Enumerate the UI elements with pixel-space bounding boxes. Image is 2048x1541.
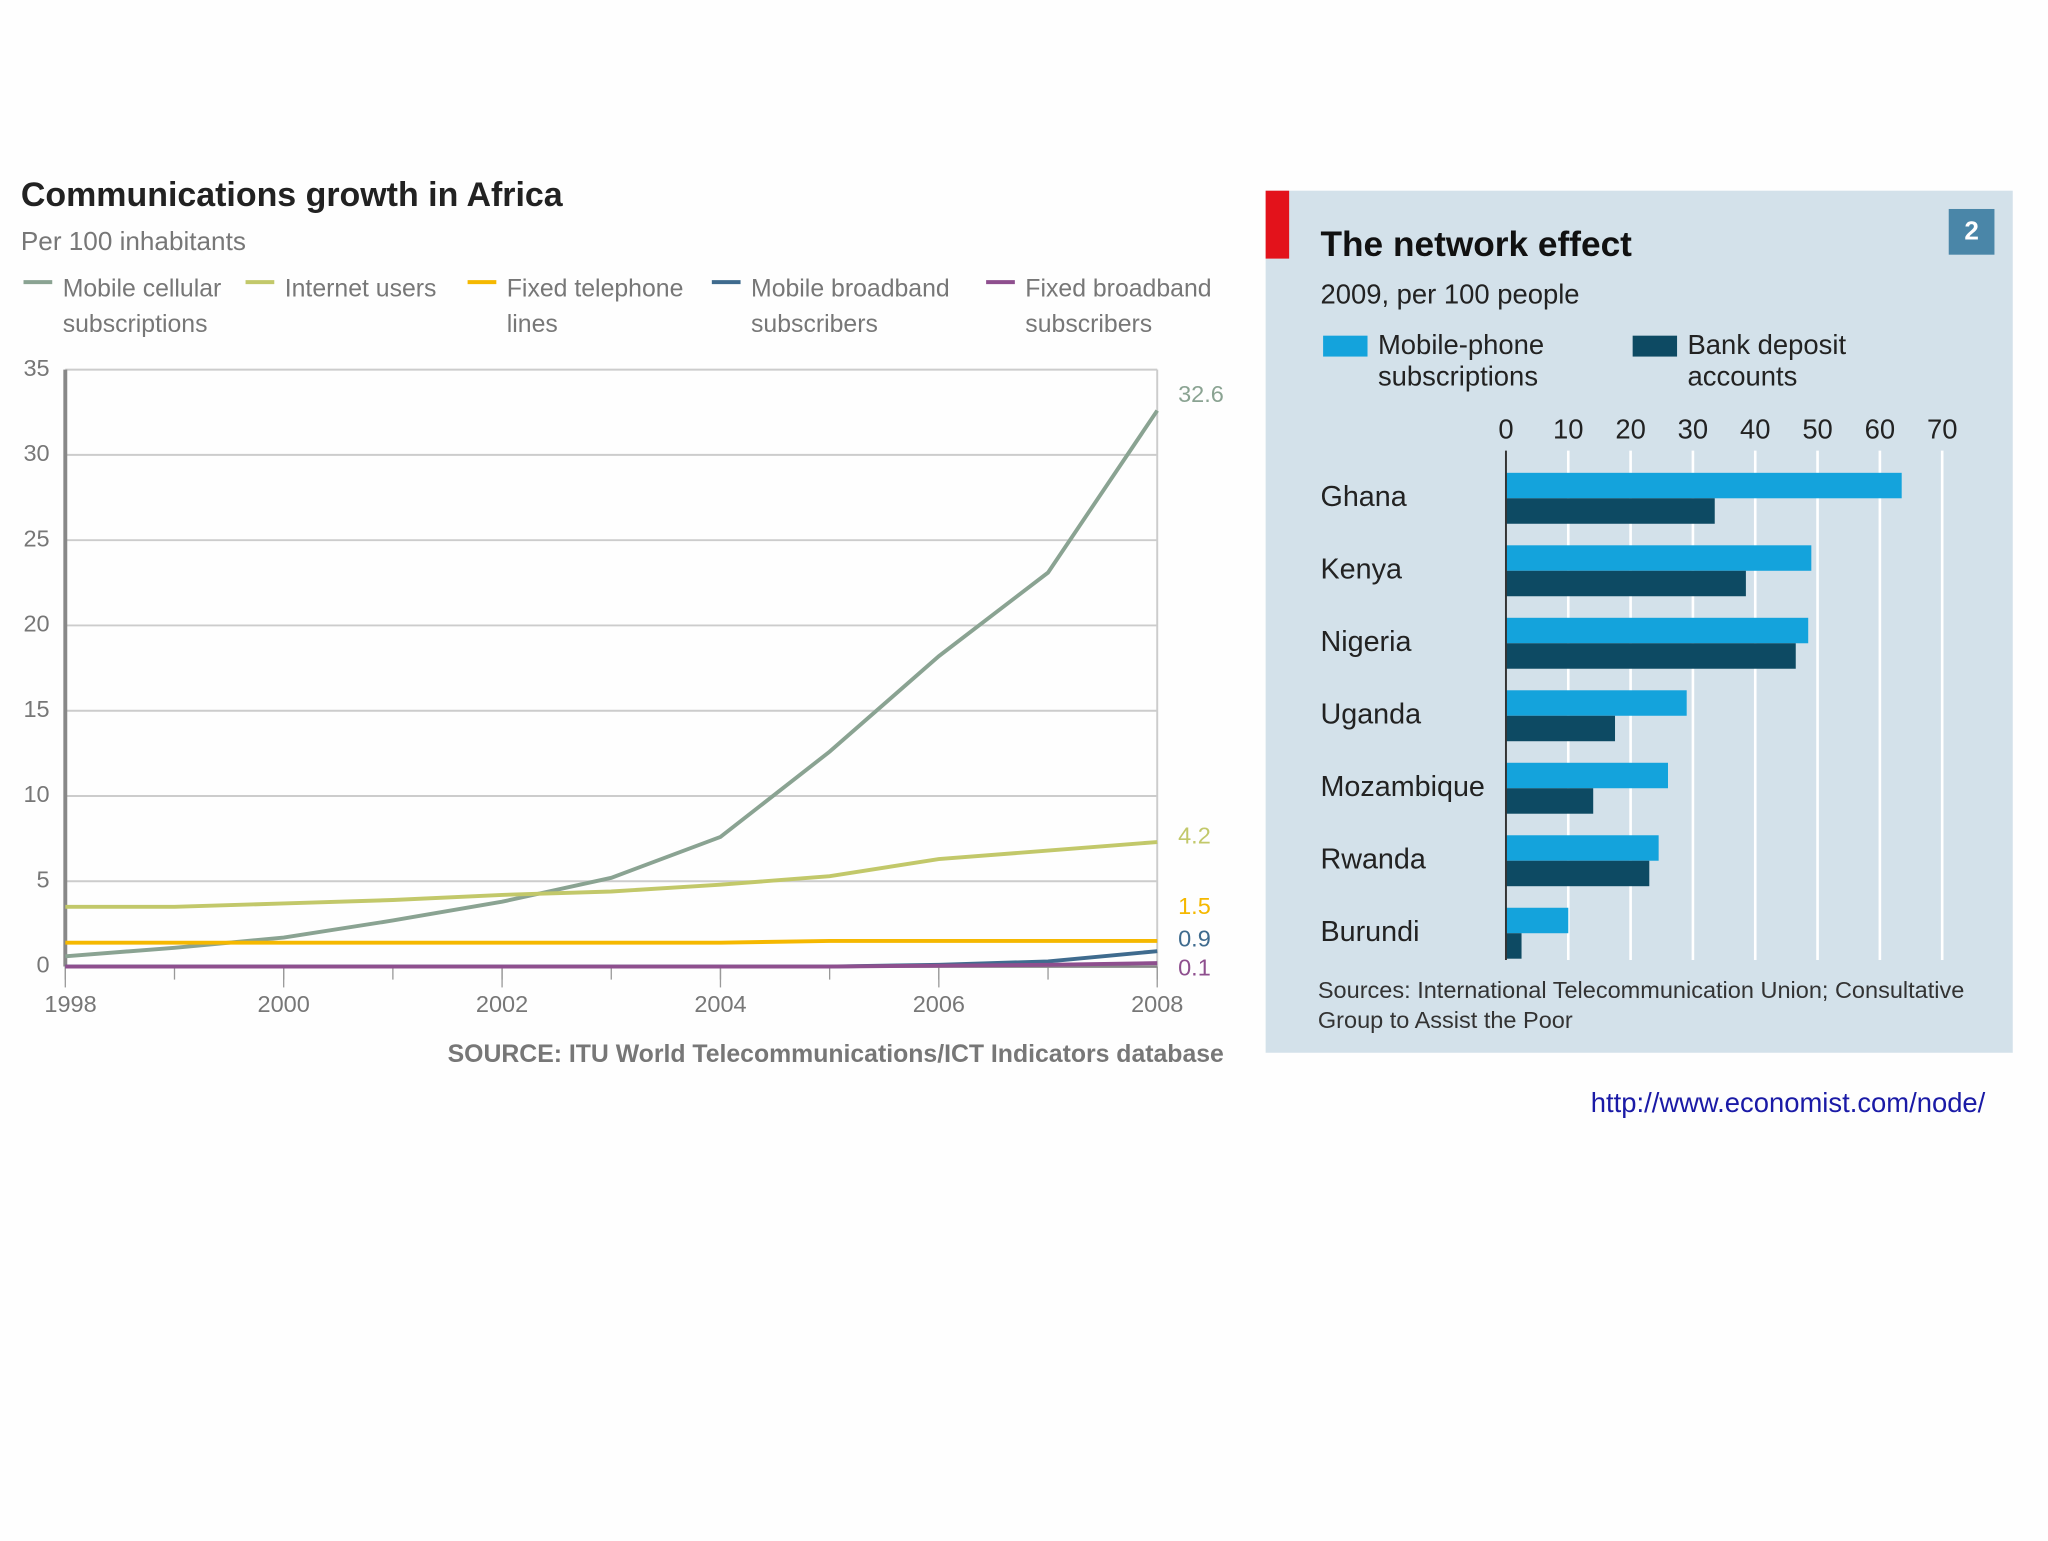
x-tick-label: 2006 <box>913 991 965 1017</box>
x-tick-label: 10 <box>1553 413 1583 444</box>
category-label: Mozambique <box>1320 771 1484 803</box>
end-label: 0.1 <box>1178 954 1211 980</box>
legend-label-box: Fixed broadband subscribers <box>1025 275 1212 339</box>
badge <box>1948 208 1995 255</box>
bar <box>1505 907 1569 934</box>
category-label: Ghana <box>1320 481 1406 513</box>
legend-label: Mobile broadband subscribers <box>751 275 950 339</box>
source: SOURCE: ITU World Telecommunications/ICT… <box>448 1041 1224 1068</box>
legend-label: Mobile-phone subscriptions <box>1377 330 1545 392</box>
series-line <box>65 409 1159 959</box>
bar <box>1505 762 1668 789</box>
legend-label: Bank deposit accounts <box>1687 330 1847 392</box>
x-tick-label: 60 <box>1865 413 1895 444</box>
y-tick-label: 0 <box>37 952 50 978</box>
bar <box>1505 788 1594 814</box>
chart-subtitle: 2009, per 100 people <box>1320 279 1579 310</box>
x-tick-label: 2004 <box>694 991 746 1017</box>
legend-swatch <box>1632 335 1678 357</box>
series-line <box>65 840 1158 909</box>
y-tick-label: 35 <box>23 355 49 381</box>
bar <box>1505 860 1650 887</box>
bar <box>1505 545 1812 571</box>
y-tick-label: 5 <box>37 866 50 892</box>
y-tick-label: 20 <box>23 611 49 637</box>
category-label: Burundi <box>1320 916 1419 948</box>
chart-title: Communications growth in Africa <box>21 176 564 214</box>
x-tick-label: 70 <box>1927 413 1957 444</box>
bar <box>1505 933 1522 959</box>
category-label: Kenya <box>1320 553 1401 585</box>
legend-label-box: Fixed telephone lines <box>506 275 684 339</box>
x-tick-label: 2008 <box>1131 991 1183 1017</box>
legend-label: Fixed broadband subscribers <box>1025 275 1212 339</box>
x-tick-label: 30 <box>1678 413 1708 444</box>
legend-swatch <box>1323 335 1368 357</box>
category-label: Uganda <box>1320 698 1421 730</box>
category-label: Nigeria <box>1320 626 1411 658</box>
y-tick-label: 15 <box>23 696 49 722</box>
link[interactable]: http://www.economist.com/node/ <box>1591 1087 1986 1118</box>
y-tick-label: 10 <box>23 781 49 807</box>
end-label: 4.2 <box>1178 822 1211 848</box>
x-tick-label: 40 <box>1740 413 1770 444</box>
end-label: 32.6 <box>1178 381 1224 407</box>
chart-subtitle: Per 100 inhabitants <box>21 226 246 256</box>
legend-label: Internet users <box>284 275 437 304</box>
chart-title: The network effect <box>1320 225 1632 264</box>
x-tick-label: 20 <box>1615 413 1645 444</box>
source-box: Sources: International Telecommunication… <box>1317 976 1965 1034</box>
bar <box>1505 715 1616 742</box>
source: Sources: International Telecommunication… <box>1317 976 1965 1034</box>
legend-label-box: Internet users <box>284 275 437 304</box>
legend-label-box: Bank deposit accounts <box>1687 330 1847 392</box>
bar <box>1505 570 1746 597</box>
end-label: 1.5 <box>1178 893 1211 919</box>
legend-label: Fixed telephone lines <box>506 275 684 339</box>
bar <box>1505 498 1715 524</box>
x-tick-label: 2000 <box>258 991 310 1017</box>
legend-label: Mobile cellular subscriptions <box>62 275 222 339</box>
bar <box>1505 643 1796 669</box>
legend-label-box: Mobile-phone subscriptions <box>1377 330 1545 392</box>
x-tick-label: 1998 <box>44 991 96 1017</box>
legend-label-box: Mobile broadband subscribers <box>751 275 950 339</box>
bar <box>1505 835 1659 861</box>
badge-text: 2 <box>1964 215 1979 245</box>
x-tick-label: 0 <box>1498 413 1513 444</box>
y-tick-label: 25 <box>23 525 49 551</box>
bar <box>1505 690 1687 716</box>
category-label: Rwanda <box>1320 843 1425 875</box>
red-tag <box>1265 190 1290 259</box>
series-line <box>65 938 1158 945</box>
x-tick-label: 50 <box>1802 413 1832 444</box>
bar <box>1505 617 1809 644</box>
series-line <box>65 961 1158 969</box>
legend-label-box: Mobile cellular subscriptions <box>62 275 222 339</box>
bar <box>1505 472 1902 499</box>
y-tick-label: 30 <box>23 440 49 466</box>
end-label: 0.9 <box>1178 926 1211 952</box>
x-tick-label: 2002 <box>476 991 528 1017</box>
